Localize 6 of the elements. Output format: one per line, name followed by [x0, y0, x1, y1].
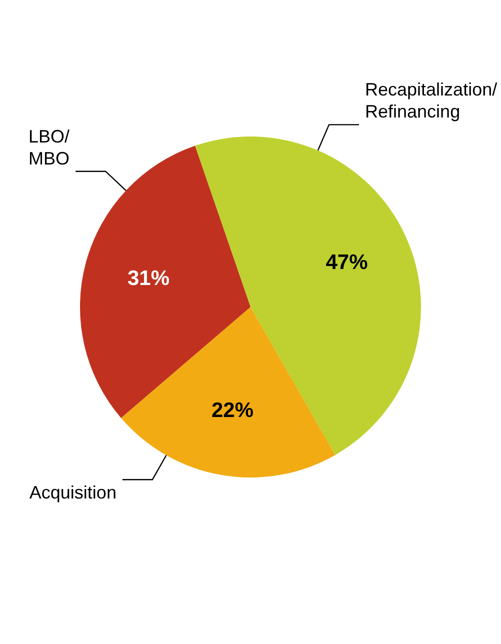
data-label: 31% [127, 267, 170, 290]
slice-label: LBO/MBO [28, 126, 70, 168]
data-label: 22% [211, 398, 254, 422]
data-label: 47% [326, 251, 368, 274]
slice-label: Acquisition [29, 482, 116, 503]
slice-label: Recapitalization/Refinancing [365, 80, 498, 122]
